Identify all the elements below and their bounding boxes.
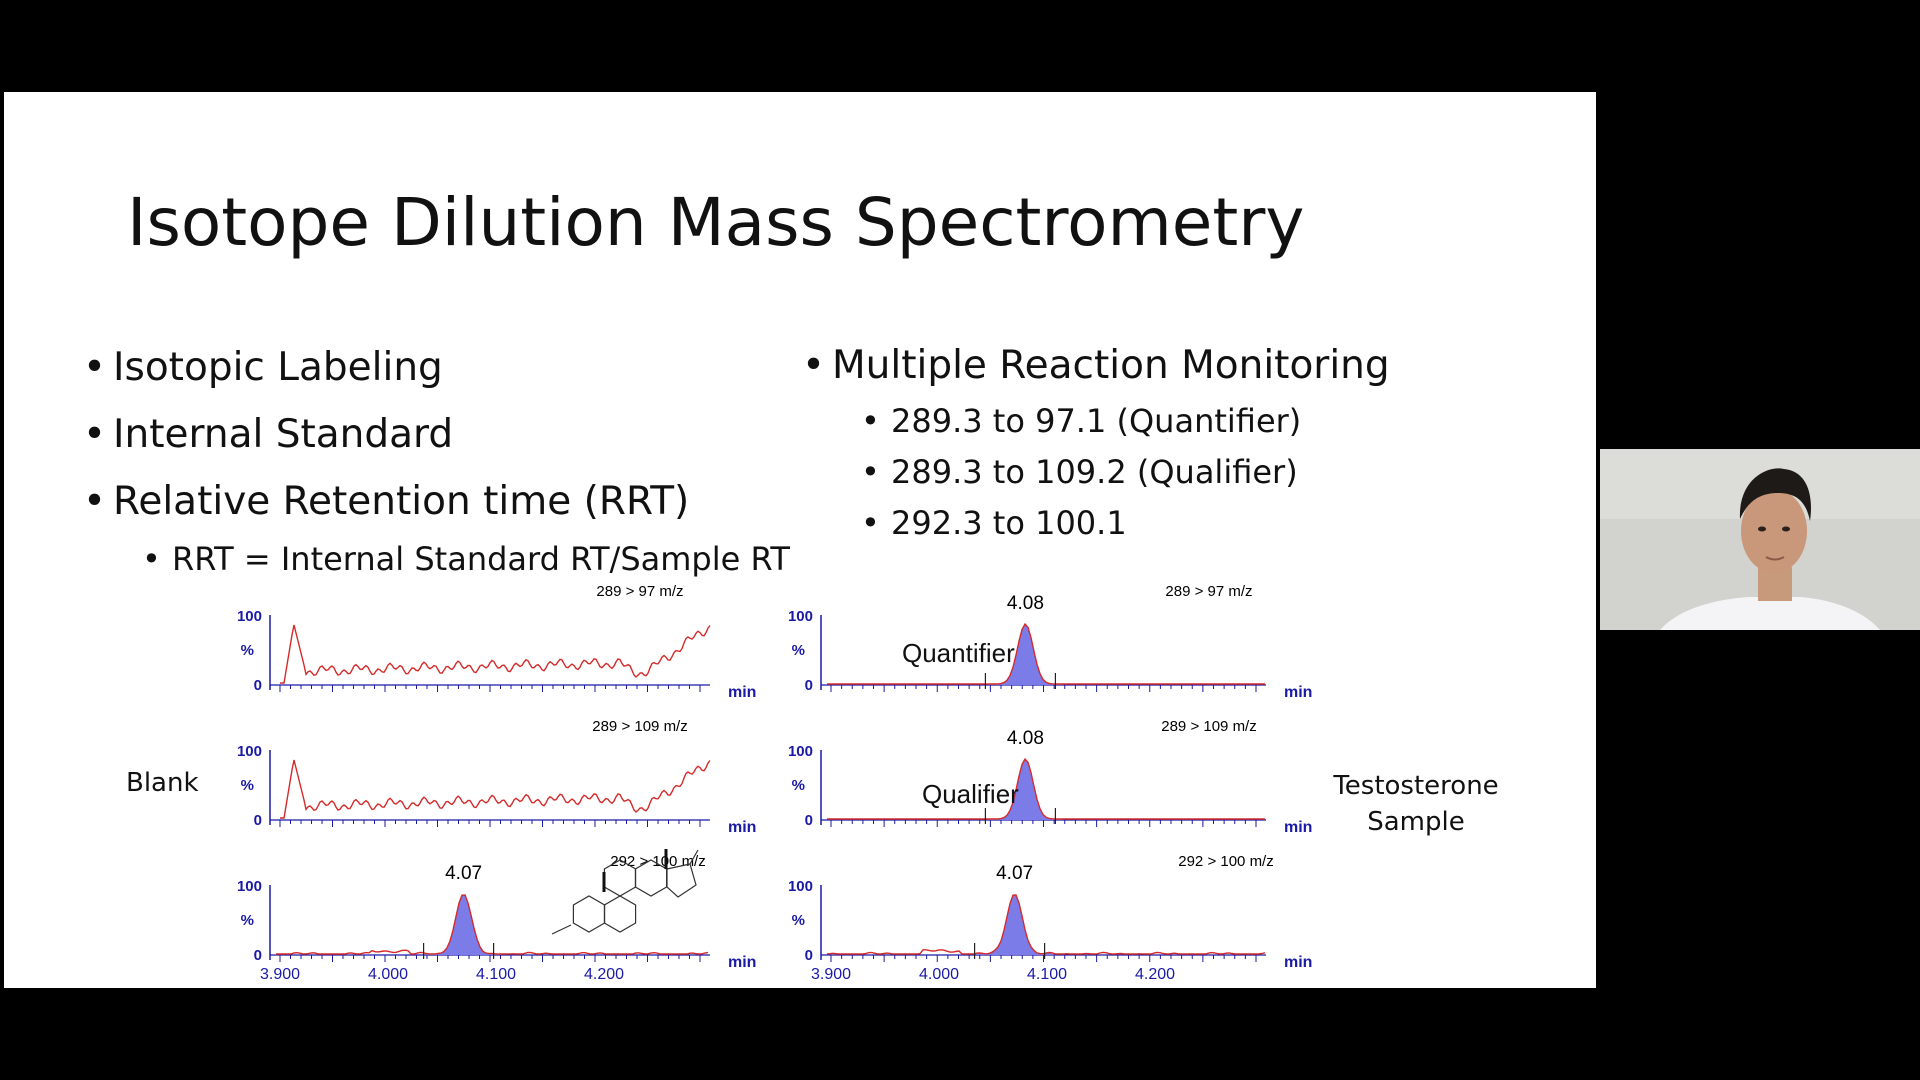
- sample-1-ytick-0: 0: [805, 677, 813, 694]
- blank-label: Blank: [126, 768, 199, 798]
- presenter-webcam: [1600, 449, 1920, 630]
- blank-3-trace: [276, 894, 709, 955]
- blank-2-trace: [280, 759, 711, 819]
- sample-2-trace: [827, 757, 1265, 820]
- sample-label-line-2: Sample: [1367, 807, 1465, 837]
- sample-3-peak-label: 4.07: [996, 863, 1033, 884]
- blank-2-ytick-pct: %: [241, 777, 254, 794]
- bullet-mrm: Multiple Reaction Monitoring: [802, 336, 1390, 396]
- blank-3-peak-area: [425, 895, 502, 955]
- sample-3-ytick-pct: %: [792, 912, 805, 929]
- sample-2-ytick-pct: %: [792, 777, 805, 794]
- blank-3-peak-label: 4.07: [445, 863, 482, 884]
- sample-3-peak-area: [976, 895, 1053, 955]
- sample-3-xtick-label: 4.000: [919, 966, 959, 983]
- sample-1-peak-label: 4.08: [1007, 593, 1044, 614]
- sample-2-peak-area: [987, 759, 1064, 820]
- sample-3-x-unit: min: [1284, 954, 1312, 971]
- blank-1-transition: 289 > 97 m/z: [596, 583, 683, 600]
- blank-2-ytick-0: 0: [254, 812, 262, 829]
- steroid-ring-a: [572, 895, 606, 933]
- sample-3-xtick-label: 4.200: [1135, 966, 1175, 983]
- sample-2-annotation: Qualifier: [922, 779, 1019, 809]
- blank-3-x-unit: min: [728, 954, 756, 971]
- sample-1-annotation: Quantifier: [902, 638, 1015, 668]
- sample-2-ytick-100: 100: [788, 743, 813, 760]
- sample-2-x-unit: min: [1284, 819, 1312, 836]
- sample-1-ytick-pct: %: [792, 642, 805, 659]
- steroid-ketone: [551, 924, 572, 935]
- sample-3-xtick-label: 3.900: [811, 966, 851, 983]
- blank-3-xtick-label: 3.900: [260, 966, 300, 983]
- sample-2-ytick-0: 0: [805, 812, 813, 829]
- sub-bullet-internal: 292.3 to 100.1: [832, 498, 1390, 549]
- blank-2-x-unit: min: [728, 819, 756, 836]
- sample-1-peak-area: [987, 624, 1064, 685]
- steroid-ring-e: [666, 863, 697, 898]
- bullet-rrt: Relative Retention time (RRT): [83, 468, 790, 535]
- sample-1-x-unit: min: [1284, 684, 1312, 701]
- blank-2-ytick-100: 100: [237, 743, 262, 760]
- sample-1-transition: 289 > 97 m/z: [1165, 583, 1252, 600]
- blank-3-xtick-label: 4.100: [476, 966, 516, 983]
- presenter-avatar: [1600, 449, 1920, 630]
- sample-3-ytick-0: 0: [805, 947, 813, 964]
- blank-1-ytick-100: 100: [237, 608, 262, 625]
- sub-bullet-qualifier: 289.3 to 109.2 (Qualifier): [832, 447, 1390, 498]
- steroid-ring-b: [603, 895, 637, 933]
- sample-3-ytick-100: 100: [788, 878, 813, 895]
- sample-label-line-1: Testosterone: [1333, 771, 1499, 801]
- blank-1-trace: [280, 624, 711, 684]
- sub-bullet-rrt-formula: RRT = Internal Standard RT/Sample RT: [113, 535, 790, 583]
- bullet-isotopic-labeling: Isotopic Labeling: [83, 334, 790, 401]
- sample-1-trace: [827, 622, 1265, 685]
- bullet-internal-standard: Internal Standard: [83, 401, 790, 468]
- sample-3-transition: 292 > 100 m/z: [1178, 853, 1273, 870]
- sub-bullet-quantifier: 289.3 to 97.1 (Quantifier): [832, 396, 1390, 447]
- blank-1-ytick-0: 0: [254, 677, 262, 694]
- bullets-left: Isotopic Labeling Internal Standard Rela…: [83, 334, 790, 583]
- sample-1-ytick-100: 100: [788, 608, 813, 625]
- blank-3-ytick-0: 0: [254, 947, 262, 964]
- blank-1-x-unit: min: [728, 684, 756, 701]
- blank-3-xtick-label: 4.200: [584, 966, 624, 983]
- steroid-hydroxyl: [689, 849, 699, 865]
- blank-3-ytick-100: 100: [237, 878, 262, 895]
- blank-2-transition: 289 > 109 m/z: [592, 718, 687, 735]
- sample-3-xtick-label: 4.100: [1027, 966, 1067, 983]
- presentation-slide: Isotope Dilution Mass Spectrometry Isoto…: [4, 92, 1596, 988]
- slide-title: Isotope Dilution Mass Spectrometry: [127, 184, 1305, 261]
- blank-3-ytick-pct: %: [241, 912, 254, 929]
- sample-2-peak-label: 4.08: [1007, 728, 1044, 749]
- testosterone-sample-label: Testosterone Sample: [1324, 768, 1508, 840]
- blank-3-xtick-label: 4.000: [368, 966, 408, 983]
- bullets-right: Multiple Reaction Monitoring 289.3 to 97…: [802, 336, 1390, 549]
- sample-3-trace: [826, 894, 1266, 955]
- blank-1-ytick-pct: %: [241, 642, 254, 659]
- chromatogram-figure: 100% 0 min 289 > 97 m/z 100% 0 min 289 > 109 m/…: [237, 583, 1312, 983]
- sample-2-transition: 289 > 109 m/z: [1161, 718, 1256, 735]
